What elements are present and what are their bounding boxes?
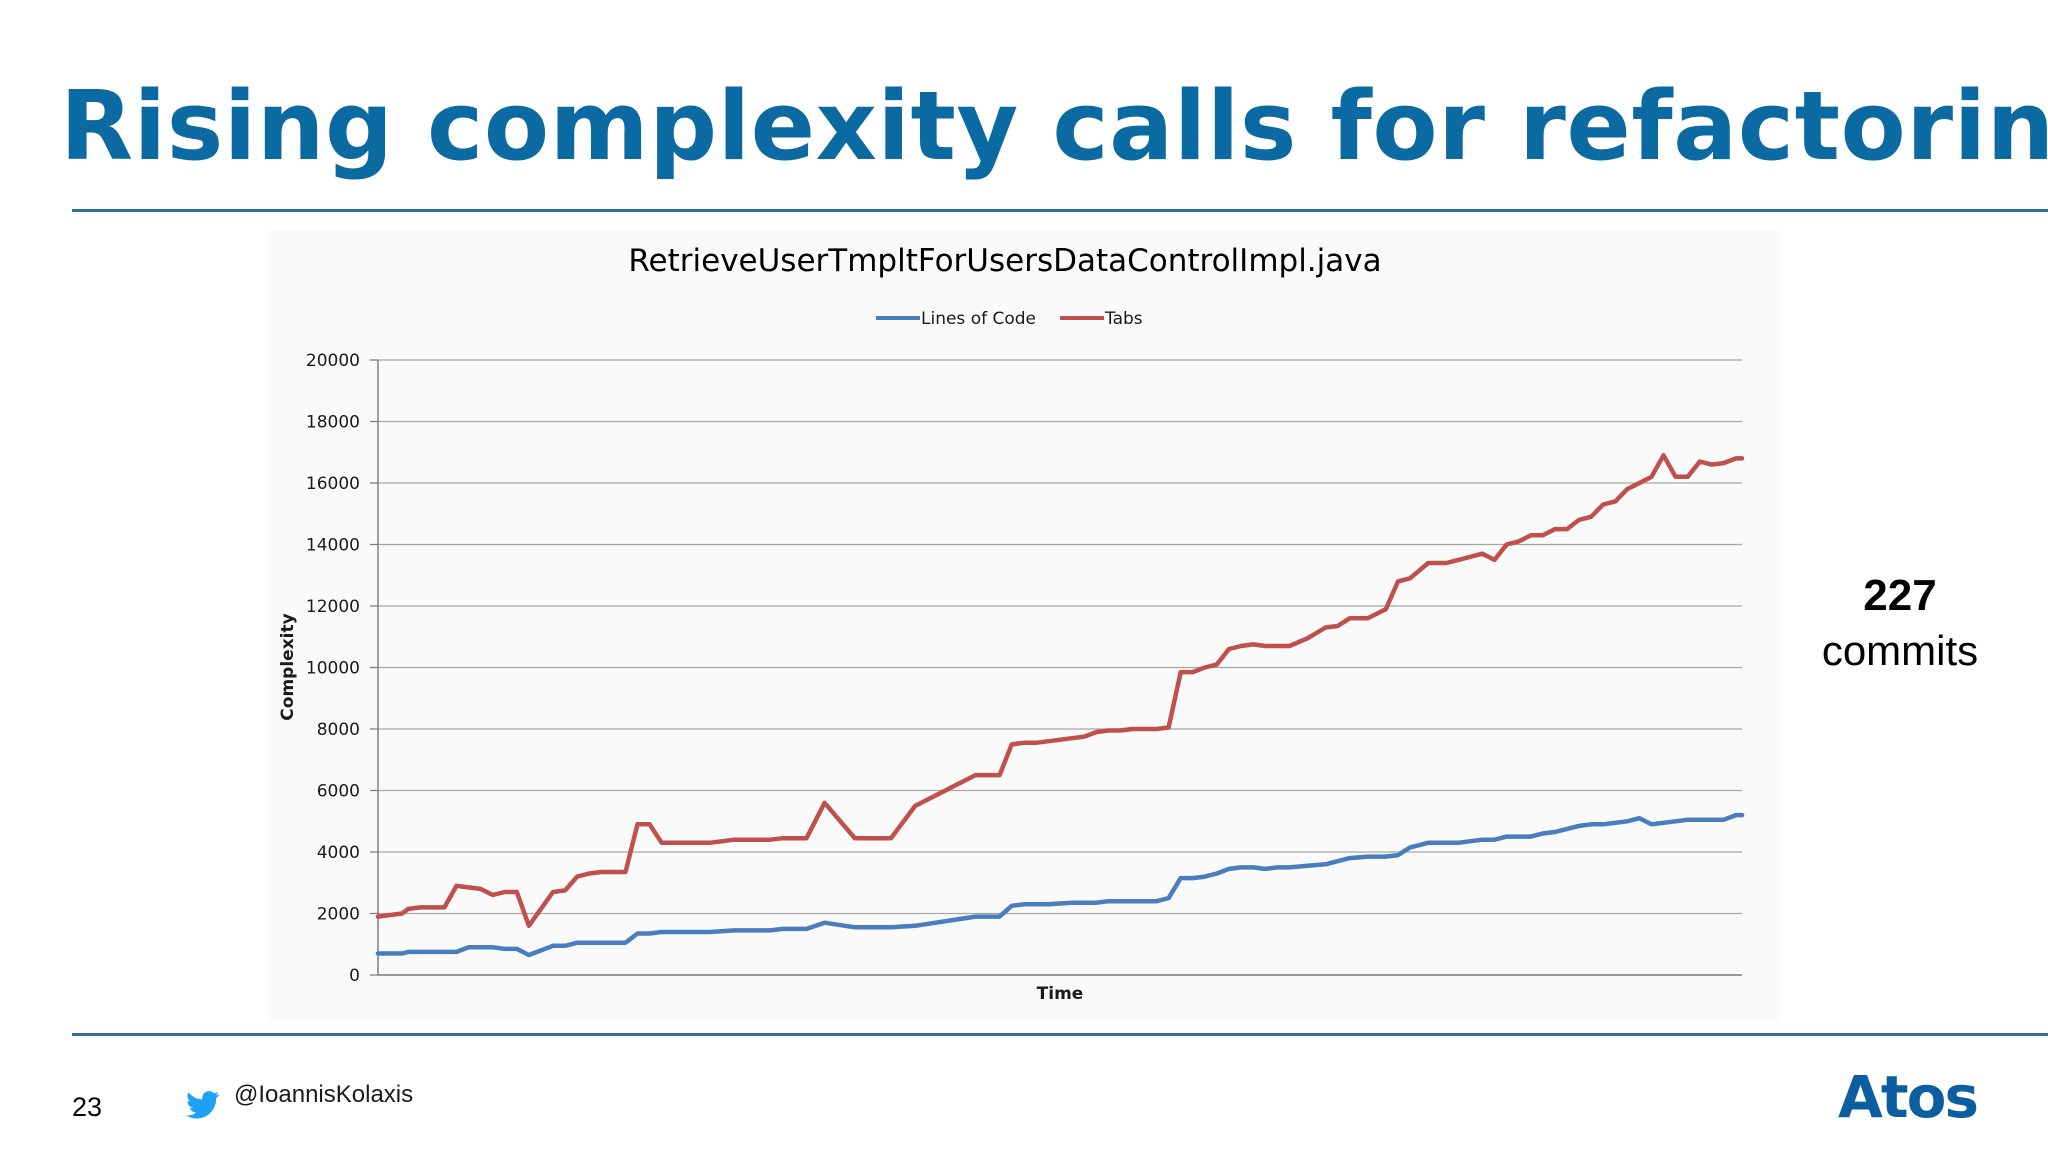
commit-count-label: commits <box>1821 627 1979 674</box>
chart-series <box>375 453 1745 958</box>
series-line-lines-of-code <box>375 812 1745 958</box>
chart-title: RetrieveUserTmpltForUsersDataControlImpl… <box>628 243 1381 279</box>
twitter-bird-icon <box>186 1091 220 1119</box>
chart-legend: Lines of Code Tabs <box>876 309 1143 329</box>
series-line-tabs <box>375 453 1745 929</box>
y-tick-label: 8000 <box>317 720 360 740</box>
title-divider <box>72 209 2048 212</box>
y-tick-label: 4000 <box>317 843 360 863</box>
y-tick-label: 10000 <box>306 659 360 679</box>
commit-count: 227 <box>1863 571 1937 620</box>
y-tick-label: 6000 <box>317 782 360 802</box>
chart-area-background <box>268 230 1780 1020</box>
y-axis-ticks: 0 2000 4000 6000 8000 10000 12000 14000 16000 180… <box>306 351 378 986</box>
y-tick-label: 0 <box>349 966 360 986</box>
y-tick-label: 20000 <box>306 351 360 371</box>
commit-count-note: 227 commits <box>1780 568 2020 678</box>
twitter-handle: @IoannisKolaxis <box>234 1081 414 1108</box>
y-tick-label: 2000 <box>317 905 360 925</box>
page-number: 23 <box>72 1092 103 1122</box>
y-tick-label: 18000 <box>306 413 360 433</box>
slide-title: Rising complexity calls for refactoring <box>60 72 2048 182</box>
y-tick-label: 16000 <box>306 474 360 494</box>
y-tick-label: 14000 <box>306 536 360 556</box>
footer-divider <box>72 1033 2048 1036</box>
x-axis-label: Time <box>1037 984 1084 1004</box>
y-tick-label: 12000 <box>306 597 360 617</box>
legend-entry: Lines of Code <box>921 309 1036 329</box>
twitter-credit: @IoannisKolaxis <box>186 1071 413 1119</box>
legend-entry: Tabs <box>1104 309 1143 329</box>
y-axis-label: Complexity <box>278 613 298 720</box>
chart-axes <box>377 360 1742 976</box>
atos-logo: Atos <box>1838 1063 1979 1131</box>
